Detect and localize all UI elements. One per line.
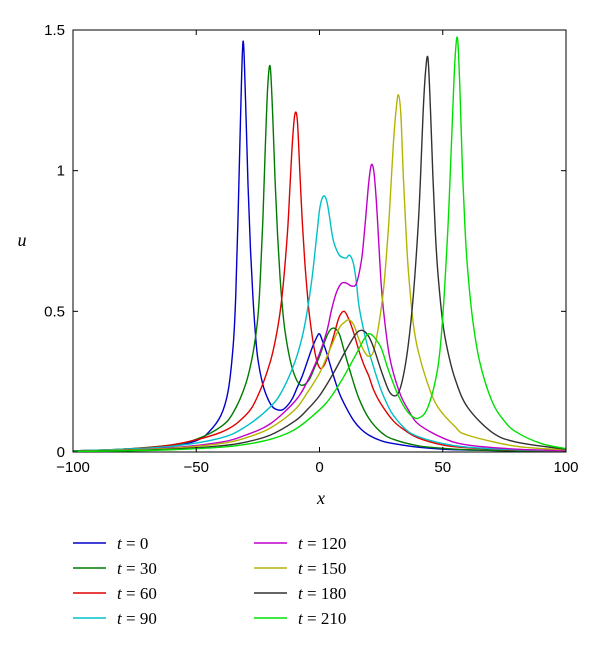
series-layer [73,36,566,452]
series-line-5 [73,94,566,452]
legend-value: 90 [140,609,157,628]
legend-value: 210 [321,609,347,628]
legend-value: 120 [321,534,347,553]
series-line-6 [73,55,566,452]
legend-label: t = 150 [298,559,346,578]
x-axis-label: x [316,488,325,508]
legend-eq: = [122,609,140,628]
legend-value: 30 [140,559,157,578]
y-tick-label: 1.5 [44,22,65,39]
legend-var: t [117,584,123,603]
legend-label: t = 90 [117,609,157,628]
legend-label: t = 30 [117,559,157,578]
series-line-7 [73,36,566,452]
x-tick-label: 50 [434,459,451,476]
legend-eq: = [122,559,140,578]
legend-eq: = [303,534,321,553]
legend-var: t [117,534,123,553]
series-line-1 [73,64,566,452]
y-axis-label: u [18,230,27,250]
legend-var: t [298,584,304,603]
legend-var: t [298,559,304,578]
legend-value: 180 [321,584,347,603]
series-line-3 [73,195,566,452]
legend-label: t = 60 [117,584,157,603]
legend-value: 60 [140,584,157,603]
legend-eq: = [303,584,321,603]
legend-value: 0 [140,534,149,553]
legend-eq: = [303,559,321,578]
legend-label: t = 0 [117,534,148,553]
x-tick-label: −100 [56,459,90,476]
legend-var: t [117,609,123,628]
x-tick-label: 0 [315,459,323,476]
legend-var: t [298,534,304,553]
legend-eq: = [122,584,140,603]
x-tick-label: −50 [184,459,209,476]
legend-label: t = 210 [298,609,346,628]
plot-frame [72,29,567,453]
legend-var: t [298,609,304,628]
legend-var: t [117,559,123,578]
legend-value: 150 [321,559,347,578]
series-line-4 [73,163,566,452]
legend-eq: = [303,609,321,628]
y-tick-label: 0.5 [44,303,65,320]
series-line-0 [73,40,566,452]
legend-eq: = [122,534,140,553]
y-tick-label: 0 [57,444,65,461]
y-tick-label: 1 [57,163,65,180]
legend-label: t = 180 [298,584,346,603]
ticks-layer: −100 −50 0 50 100 0 0.5 1 1.5 [44,22,578,476]
x-tick-label: 100 [553,459,578,476]
legend-label: t = 120 [298,534,346,553]
